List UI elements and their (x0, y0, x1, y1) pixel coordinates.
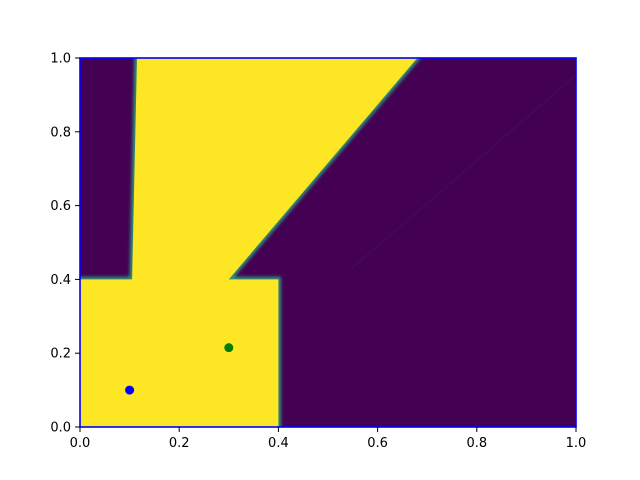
x-tick-label: 0.0 (70, 436, 91, 451)
high-region (80, 58, 418, 427)
diagonal-artifact-line (349, 74, 576, 271)
x-tick-label: 1.0 (566, 436, 587, 451)
x-tick-label: 0.2 (169, 436, 190, 451)
points-layer (125, 343, 234, 395)
y-tick-label: 0.8 (50, 125, 71, 140)
x-axis: 0.0 0.2 0.4 0.6 0.8 1.0 (70, 427, 587, 451)
plot-frame (79, 57, 577, 428)
y-tick-label: 0.4 (50, 273, 71, 288)
y-tick-label: 0.0 (50, 421, 71, 436)
scatter-point-2 (224, 343, 234, 353)
y-axis: 0.0 0.2 0.4 0.6 0.8 1.0 (50, 52, 80, 436)
x-tick-label: 0.4 (268, 436, 289, 451)
y-tick-label: 0.2 (50, 347, 71, 362)
x-tick-label: 0.6 (367, 436, 388, 451)
y-tick-label: 0.6 (50, 199, 71, 214)
scatter-point-1 (125, 385, 135, 395)
y-tick-label: 1.0 (50, 52, 71, 67)
x-tick-label: 0.8 (466, 436, 487, 451)
